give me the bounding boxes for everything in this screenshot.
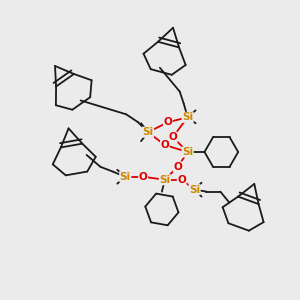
Text: Si: Si: [142, 127, 154, 137]
Text: Si: Si: [182, 147, 193, 157]
Text: O: O: [177, 175, 186, 185]
Text: O: O: [160, 140, 169, 150]
Text: O: O: [139, 172, 147, 182]
Text: Si: Si: [120, 172, 131, 182]
Text: Si: Si: [189, 184, 200, 195]
Text: O: O: [173, 162, 182, 172]
Text: O: O: [164, 117, 172, 127]
Text: O: O: [168, 132, 177, 142]
Text: Si: Si: [159, 175, 170, 185]
Text: Si: Si: [182, 112, 193, 122]
